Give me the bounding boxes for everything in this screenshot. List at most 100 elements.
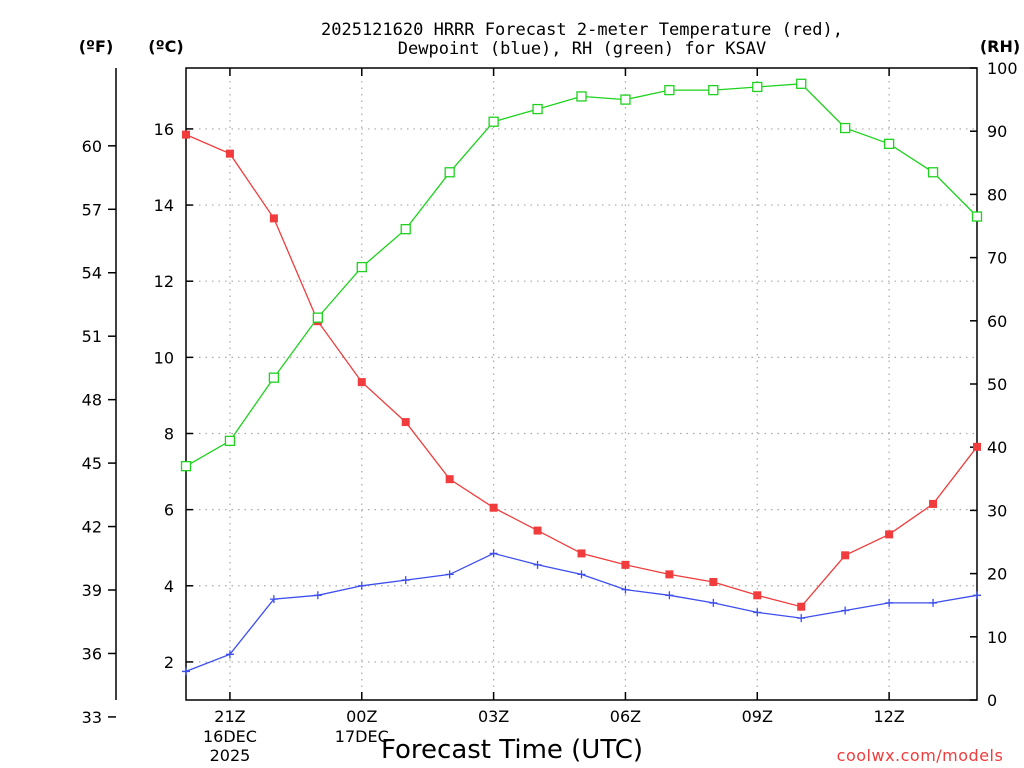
rh-tick-label: 20 [987, 565, 1007, 584]
temperature-point [621, 560, 630, 569]
temperature-point [709, 577, 718, 586]
chart-title-line1: 2025121620 HRRR Forecast 2-meter Tempera… [321, 20, 843, 40]
rh-point [180, 461, 192, 472]
rh-tick-label: 30 [987, 501, 1007, 520]
rh-unit-label: (RH) [980, 37, 1020, 56]
rh-point [268, 372, 280, 383]
dewpoint-point [885, 598, 894, 607]
x-tick-year: 2025 [210, 746, 251, 765]
x-tick-label: 00Z [346, 707, 377, 726]
rh-point [532, 103, 543, 115]
rh-tick-label: 0 [987, 691, 997, 710]
temperature-point [841, 551, 850, 560]
rh-tick-label: 60 [987, 312, 1007, 331]
fahrenheit-tick-label: 57 [82, 200, 102, 219]
temperature-point [489, 503, 498, 512]
fahrenheit-tick-label: 33 [82, 708, 102, 727]
rh-point [664, 84, 675, 96]
data-series [180, 78, 983, 676]
gridlines [186, 68, 977, 700]
fahrenheit-tick-label: 42 [82, 518, 102, 537]
dewpoint-point [621, 585, 630, 594]
dewpoint-point [665, 591, 674, 600]
dewpoint-point [357, 581, 366, 590]
dewpoint-point [797, 614, 806, 623]
celsius-tick-label: 4 [164, 577, 174, 596]
temperature-point [929, 499, 938, 508]
rh-point [620, 94, 631, 105]
rh-tick-label: 10 [987, 628, 1007, 647]
rh-tick-label: 80 [987, 185, 1007, 204]
fahrenheit-tick-label: 45 [82, 454, 102, 473]
rh-point [883, 138, 895, 149]
rh-point [444, 167, 455, 178]
rh-point [927, 167, 939, 178]
celsius-tick-label: 10 [154, 348, 174, 367]
rh-series-line [185, 83, 978, 467]
temperature-point [533, 526, 542, 535]
chart-title-line2: Dewpoint (blue), RH (green) for KSAV [398, 39, 766, 59]
rh-point [400, 224, 411, 235]
rh-point [576, 91, 587, 102]
celsius-tick-label: 2 [164, 653, 174, 672]
dewpoint-point [577, 570, 586, 579]
credit-text: coolwx.com/models [837, 746, 1004, 765]
fahrenheit-tick-label: 36 [82, 644, 102, 663]
temperature-point [797, 602, 806, 611]
dewpoint-point [709, 598, 718, 607]
fahrenheit-unit-label: (ºF) [79, 37, 114, 56]
temperature-point [665, 570, 674, 579]
rh-tick-label: 90 [987, 122, 1007, 141]
rh-point [971, 211, 983, 222]
temperature-point [885, 530, 894, 539]
rh-point [488, 116, 499, 127]
temperature-point [225, 149, 234, 158]
celsius-tick-label: 14 [154, 196, 174, 215]
dewpoint-point [313, 591, 322, 600]
x-axis-title: Forecast Time (UTC) [381, 735, 643, 765]
temperature-point [577, 549, 586, 558]
dewpoint-point [489, 549, 498, 558]
rh-point [356, 261, 367, 273]
rh-point [312, 312, 323, 323]
temperature-series-line [185, 134, 978, 608]
fahrenheit-tick-label: 54 [82, 264, 102, 283]
dewpoint-point [929, 598, 938, 607]
rh-tick-label: 50 [987, 375, 1007, 394]
fahrenheit-tick-label: 51 [82, 327, 102, 346]
dewpoint-point [533, 560, 542, 569]
temperature-point [357, 378, 366, 387]
celsius-tick-label: 16 [154, 120, 174, 139]
x-tick-label: 03Z [478, 707, 509, 726]
temperature-point [401, 418, 410, 427]
x-tick-label: 06Z [610, 707, 641, 726]
x-tick-date: 17DEC [335, 727, 389, 746]
rh-tick-label: 70 [987, 249, 1007, 268]
rh-point [796, 78, 807, 89]
celsius-unit-label: (ºC) [148, 37, 183, 56]
temperature-point [445, 475, 454, 484]
rh-point [840, 122, 851, 134]
dewpoint-point [401, 576, 410, 585]
temperature-point [973, 442, 981, 451]
celsius-tick-label: 12 [154, 272, 174, 291]
rh-point [224, 435, 236, 447]
rh-point [708, 84, 719, 96]
dewpoint-point [753, 608, 762, 617]
dewpoint-point [269, 595, 278, 604]
dewpoint-point [225, 650, 234, 659]
celsius-tick-label: 8 [164, 424, 174, 443]
x-tick-label: 12Z [873, 707, 904, 726]
temperature-point [753, 591, 762, 600]
x-tick-date: 16DEC [203, 727, 257, 746]
x-tick-label: 09Z [742, 707, 773, 726]
fahrenheit-tick-label: 60 [82, 137, 102, 156]
temperature-point [269, 214, 278, 223]
temperature-point [182, 130, 190, 139]
axis-ticks: 2 4 6 8 10 12 14 16 33 36 39 42 45 48 51 54 57 60 0 10 20 30 4… [82, 59, 1018, 765]
plot-frame [185, 67, 978, 701]
fahrenheit-tick-label: 39 [82, 581, 102, 600]
dewpoint-point [841, 606, 850, 615]
celsius-tick-label: 6 [164, 501, 174, 520]
